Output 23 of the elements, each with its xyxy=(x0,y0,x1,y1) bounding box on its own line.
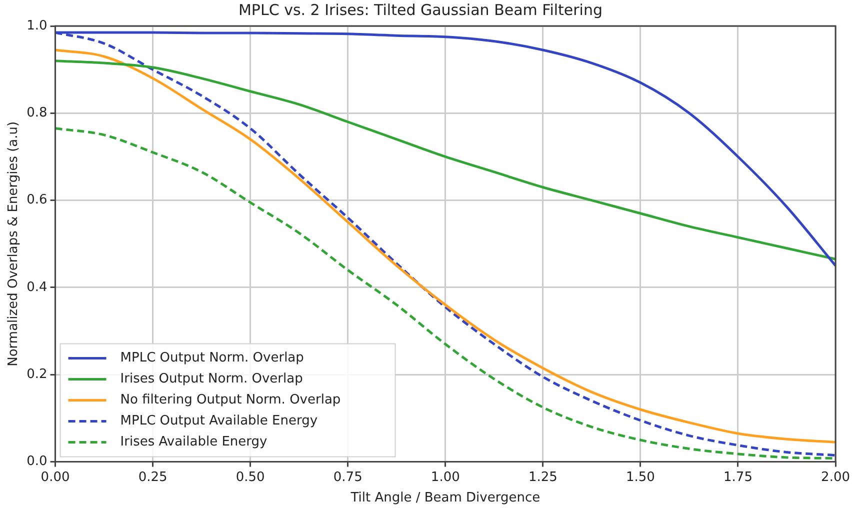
x-tick-label: 1.25 xyxy=(528,470,558,485)
legend-label: MPLC Output Available Energy xyxy=(120,414,318,429)
y-tick-label: 0.2 xyxy=(26,367,48,382)
legend-label: Irises Output Norm. Overlap xyxy=(120,372,303,387)
x-tick-label: 0.75 xyxy=(333,470,362,485)
y-axis-title: Normalized Overlaps & Energies (a.u) xyxy=(6,121,22,366)
y-tick-label: 0.6 xyxy=(26,192,48,208)
y-tick-label: 1.0 xyxy=(26,18,48,34)
legend-label: Irises Available Energy xyxy=(120,434,268,450)
x-axis-title: Tilt Angle / Beam Divergence xyxy=(350,490,540,506)
x-tick-label: 1.00 xyxy=(430,470,460,485)
x-tick-label: 2.00 xyxy=(821,470,850,485)
x-tick-label: 0.50 xyxy=(236,470,265,485)
x-tick-label: 1.75 xyxy=(724,470,752,485)
chart-title: MPLC vs. 2 Irises: Tilted Gaussian Beam Filtering xyxy=(238,0,603,19)
x-tick-label: 0.00 xyxy=(40,470,70,485)
y-tick-label: 0.0 xyxy=(26,454,48,470)
x-tick-label: 0.25 xyxy=(138,470,168,485)
legend-label: MPLC Output Norm. Overlap xyxy=(120,350,304,366)
y-tick-label: 0.4 xyxy=(26,280,48,295)
y-tick-label: 0.8 xyxy=(26,106,48,121)
x-tick-label: 1.50 xyxy=(626,470,655,485)
legend-label: No filtering Output Norm. Overlap xyxy=(120,392,341,408)
